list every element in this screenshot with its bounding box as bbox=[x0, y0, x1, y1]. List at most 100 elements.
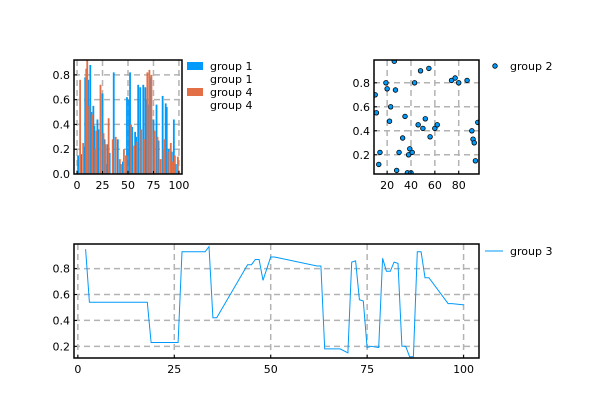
bar bbox=[156, 136, 159, 174]
bar bbox=[92, 105, 95, 174]
bar bbox=[155, 104, 158, 174]
bar bbox=[173, 155, 176, 174]
scatter-point bbox=[386, 118, 393, 124]
bar bbox=[169, 143, 172, 174]
bar bbox=[83, 146, 86, 174]
bar bbox=[126, 97, 128, 174]
subplot-p3: 0 25 50 75 100 0.2 0.4 0.6 0.8 group 3 bbox=[53, 243, 552, 376]
bar bbox=[79, 79, 82, 174]
legend: group 2 bbox=[492, 60, 552, 73]
bar bbox=[143, 139, 146, 174]
bar bbox=[174, 164, 177, 174]
bar bbox=[165, 107, 168, 174]
legend-marker bbox=[492, 63, 498, 69]
legend: group 3 bbox=[485, 245, 552, 258]
bar bbox=[85, 68, 88, 174]
x-tick-label: 75 bbox=[360, 363, 374, 376]
plot-area bbox=[374, 60, 479, 174]
x-tick-label: 25 bbox=[167, 363, 181, 376]
bar bbox=[166, 151, 169, 174]
bar bbox=[111, 139, 114, 174]
scatter-point bbox=[475, 119, 479, 126]
bar bbox=[123, 149, 125, 174]
bar bbox=[136, 141, 139, 174]
bar bbox=[172, 119, 175, 174]
bar bbox=[139, 87, 142, 174]
bar bbox=[86, 60, 89, 174]
scatter-point bbox=[396, 149, 402, 156]
x-tick-label: 20 bbox=[380, 179, 394, 192]
bar bbox=[145, 99, 148, 174]
legend-swatch bbox=[187, 88, 203, 96]
y-tick-label: 0.2 bbox=[53, 143, 71, 156]
subplot-p2: 20 40 60 80 0.2 0.4 0.6 0.8 group 2 bbox=[353, 59, 552, 192]
bar bbox=[150, 74, 153, 174]
bar bbox=[116, 139, 119, 174]
scatter-point bbox=[456, 80, 462, 86]
scatter-point bbox=[411, 80, 418, 86]
x-tick-label: 50 bbox=[121, 179, 135, 192]
bar bbox=[122, 161, 124, 174]
legend-label: group 4 bbox=[210, 86, 252, 99]
bar bbox=[102, 133, 105, 174]
bar bbox=[82, 143, 85, 174]
bar bbox=[104, 144, 107, 174]
bar bbox=[94, 149, 97, 174]
bar bbox=[80, 154, 83, 174]
scatter-point bbox=[407, 146, 413, 152]
bar bbox=[152, 119, 155, 174]
bar bbox=[167, 149, 170, 174]
bar bbox=[147, 104, 150, 174]
bar bbox=[88, 105, 91, 174]
scatter-point bbox=[422, 116, 429, 122]
x-tick-label: 40 bbox=[404, 179, 418, 192]
bar bbox=[105, 164, 108, 174]
y-tick-label: 0.6 bbox=[53, 289, 71, 302]
x-tick-label: 0 bbox=[74, 363, 81, 376]
y-tick-label: 0.8 bbox=[53, 263, 71, 276]
y-tick-label: 0.2 bbox=[353, 149, 371, 162]
legend-label: group 4 bbox=[210, 99, 252, 112]
scatter-point bbox=[432, 125, 438, 132]
bar bbox=[97, 129, 100, 174]
bar bbox=[87, 79, 90, 174]
bar bbox=[129, 72, 131, 174]
bar bbox=[161, 95, 164, 174]
scatter-point bbox=[415, 122, 421, 128]
bar bbox=[114, 136, 117, 174]
bar bbox=[159, 159, 162, 174]
plot-area bbox=[85, 245, 464, 358]
x-tick-label: 60 bbox=[428, 179, 442, 192]
bar bbox=[144, 87, 147, 174]
y-tick-label: 0.8 bbox=[53, 69, 71, 82]
scatter-point bbox=[464, 77, 470, 84]
bar bbox=[99, 84, 102, 174]
scatter-point bbox=[472, 158, 479, 164]
scatter-point bbox=[434, 122, 440, 128]
legend-label: group 1 bbox=[210, 60, 252, 73]
scatter-point bbox=[469, 128, 475, 134]
bar bbox=[164, 103, 167, 174]
legend-label: group 1 bbox=[210, 73, 252, 86]
bar bbox=[107, 118, 110, 174]
y-tick-label: 0.6 bbox=[353, 101, 371, 114]
x-tick-label: 80 bbox=[452, 179, 466, 192]
series-line bbox=[85, 245, 464, 358]
bar bbox=[84, 77, 87, 174]
bar bbox=[170, 151, 173, 174]
scatter-point bbox=[426, 65, 432, 72]
bar bbox=[157, 140, 160, 174]
scatter-point bbox=[393, 167, 400, 174]
y-tick-label: 0.4 bbox=[53, 118, 71, 131]
bar bbox=[108, 152, 111, 174]
bar bbox=[146, 72, 149, 174]
bar bbox=[95, 130, 98, 174]
legend-swatch bbox=[187, 62, 203, 70]
x-tick-label: 100 bbox=[453, 363, 474, 376]
scatter-point bbox=[448, 77, 455, 84]
bar bbox=[93, 125, 96, 174]
bar bbox=[103, 139, 106, 174]
bar bbox=[91, 114, 94, 174]
bar bbox=[177, 156, 179, 174]
